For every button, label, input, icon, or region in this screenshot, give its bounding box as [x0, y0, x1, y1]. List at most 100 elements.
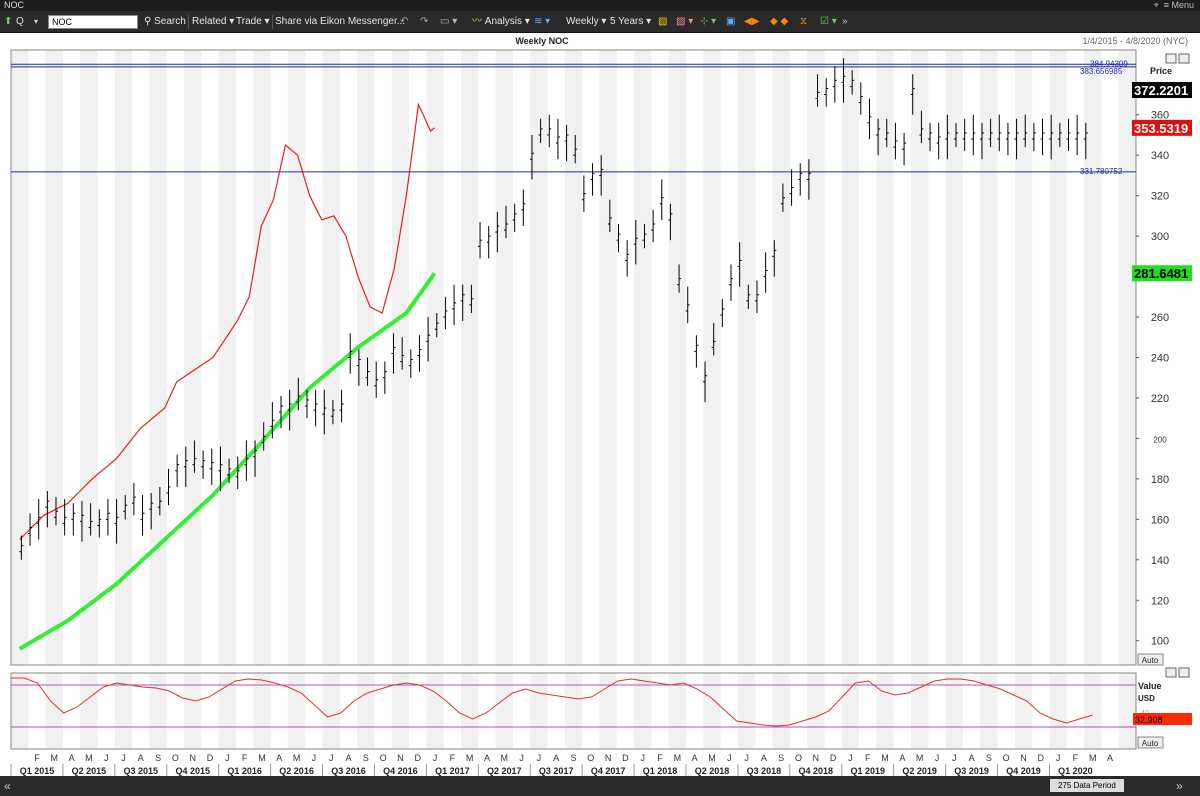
month-label: M: [708, 753, 716, 763]
month-label: S: [570, 753, 576, 763]
month-stripe: [703, 50, 721, 665]
crosshair-icon[interactable]: ⊹ ▾: [700, 16, 717, 27]
pin-icon[interactable]: ⌖: [1153, 0, 1159, 10]
ma-long-line: [18, 272, 437, 651]
analysis-label: Analysis: [484, 16, 523, 27]
search-button[interactable]: ⚲ Search: [144, 15, 186, 29]
dropdown-arrow-icon[interactable]: ▾: [34, 17, 39, 26]
month-stripe: [530, 50, 548, 665]
month-stripe: [1084, 673, 1102, 749]
month-label: A: [345, 753, 351, 763]
price-tick-label: 240: [1151, 353, 1169, 365]
chart-svg[interactable]: Weekly NOC 1/4/2015 - 4/8/2020 (NYC) 384…: [0, 33, 1200, 776]
month-stripe: [391, 673, 410, 749]
quarter-label: Q1 2020: [1058, 766, 1093, 776]
quarter-label: Q4 2017: [591, 766, 626, 776]
month-label: D: [830, 753, 837, 763]
fit-icon[interactable]: ⧖: [800, 16, 808, 27]
month-label: J: [1056, 753, 1061, 763]
month-label: S: [778, 753, 784, 763]
price-tick-label: 260: [1151, 312, 1169, 324]
status-bar: « » 275 Data Period: [0, 776, 1200, 796]
month-stripe: [772, 673, 790, 749]
compare-icon[interactable]: ▨ ▾: [676, 16, 694, 27]
month-stripe: [980, 673, 998, 749]
scroll-first-icon[interactable]: «: [4, 779, 11, 793]
month-label: M: [466, 753, 474, 763]
quarter-label: Q4 2015: [175, 766, 210, 776]
month-label: A: [276, 753, 282, 763]
settings-icon[interactable]: ☑ ▾: [820, 16, 837, 27]
quarter-label: Q4 2016: [383, 766, 418, 776]
month-label: J: [744, 753, 749, 763]
related-label: Related: [192, 16, 227, 27]
quarter-label: Q2 2018: [695, 766, 730, 776]
month-stripe: [426, 50, 444, 665]
price-auto-button[interactable]: [1137, 653, 1164, 666]
osc-minimize-icon[interactable]: [1165, 667, 1177, 678]
month-label: D: [414, 753, 421, 763]
lines-icon[interactable]: ≡: [1163, 0, 1169, 10]
folder-icon[interactable]: ▭ ▾: [440, 16, 458, 27]
month-label: A: [761, 753, 767, 763]
month-stripe: [737, 673, 756, 749]
quarter-label: Q3 2016: [331, 766, 366, 776]
window-title: NOC: [4, 0, 24, 10]
share-button[interactable]: Share via Eikon Messenger...: [275, 16, 406, 27]
month-stripe: [357, 50, 375, 665]
month-label: S: [986, 753, 992, 763]
osc-close-icon[interactable]: [1178, 667, 1190, 678]
quarter-label: Q2 2017: [487, 766, 522, 776]
month-label: M: [501, 753, 509, 763]
search-label: Search: [154, 16, 186, 27]
price-tick-label: 200: [1153, 435, 1167, 444]
price-tick-label: 100: [1151, 636, 1169, 648]
month-stripe: [634, 673, 652, 749]
month-label: J: [329, 753, 334, 763]
up-arrow-icon[interactable]: ⬆: [4, 16, 13, 27]
export-icon[interactable]: ▣: [726, 16, 736, 27]
price-axis: 1001201401601802002202402602803003203403…: [1136, 110, 1169, 648]
menu-label[interactable]: Menu: [1171, 0, 1194, 10]
price-bars: [19, 58, 1088, 560]
month-stripe: [564, 673, 583, 749]
range-select[interactable]: 5 Years ▾: [610, 16, 652, 27]
scroll-left-icon[interactable]: ◀▶: [744, 16, 760, 27]
window-menu[interactable]: ⌖ ≡ Menu: [1154, 0, 1194, 11]
osc-line: [11, 677, 1093, 727]
more-icon[interactable]: »: [842, 16, 848, 27]
trade-menu[interactable]: Trade ▾: [236, 16, 270, 27]
zoom-icon[interactable]: ◆ ◆: [770, 16, 789, 27]
panel-minimize-icon[interactable]: [1165, 53, 1177, 64]
month-stripe: [876, 50, 894, 665]
month-label: M: [916, 753, 924, 763]
month-stripe: [1049, 673, 1067, 749]
quarter-label: Q1 2018: [643, 766, 678, 776]
interval-select[interactable]: Weekly ▾: [566, 16, 607, 27]
panel-close-icon[interactable]: [1178, 53, 1190, 64]
osc-auto-button[interactable]: [1137, 736, 1164, 749]
quote-icon[interactable]: Q: [16, 16, 24, 27]
analysis-menu[interactable]: 〰 Analysis ▾: [472, 16, 530, 27]
quarter-label: Q4 2018: [799, 766, 834, 776]
symbol-input[interactable]: NOC: [48, 15, 138, 29]
month-label: J: [225, 753, 230, 763]
month-stripe: [391, 50, 410, 665]
redo-icon[interactable]: ↷: [420, 16, 429, 27]
chart-type-icon[interactable]: ≋ ▾: [534, 16, 551, 27]
price-tick-label: 120: [1151, 595, 1169, 607]
month-stripe: [114, 673, 133, 749]
month-stripe: [807, 673, 825, 749]
month-label: A: [899, 753, 905, 763]
related-menu[interactable]: Related ▾: [192, 16, 235, 27]
scroll-last-icon[interactable]: »: [1176, 779, 1183, 793]
undo-icon[interactable]: ↶: [400, 16, 409, 27]
price-tick-label: 320: [1151, 191, 1169, 203]
month-label: N: [813, 753, 820, 763]
month-stripe: [357, 673, 375, 749]
window-titlebar: NOC ⌖ ≡ Menu: [0, 0, 1200, 11]
month-label: A: [553, 753, 559, 763]
line-chart-icon[interactable]: ▧: [658, 16, 668, 27]
month-stripe: [945, 50, 963, 665]
month-stripe: [911, 50, 929, 665]
